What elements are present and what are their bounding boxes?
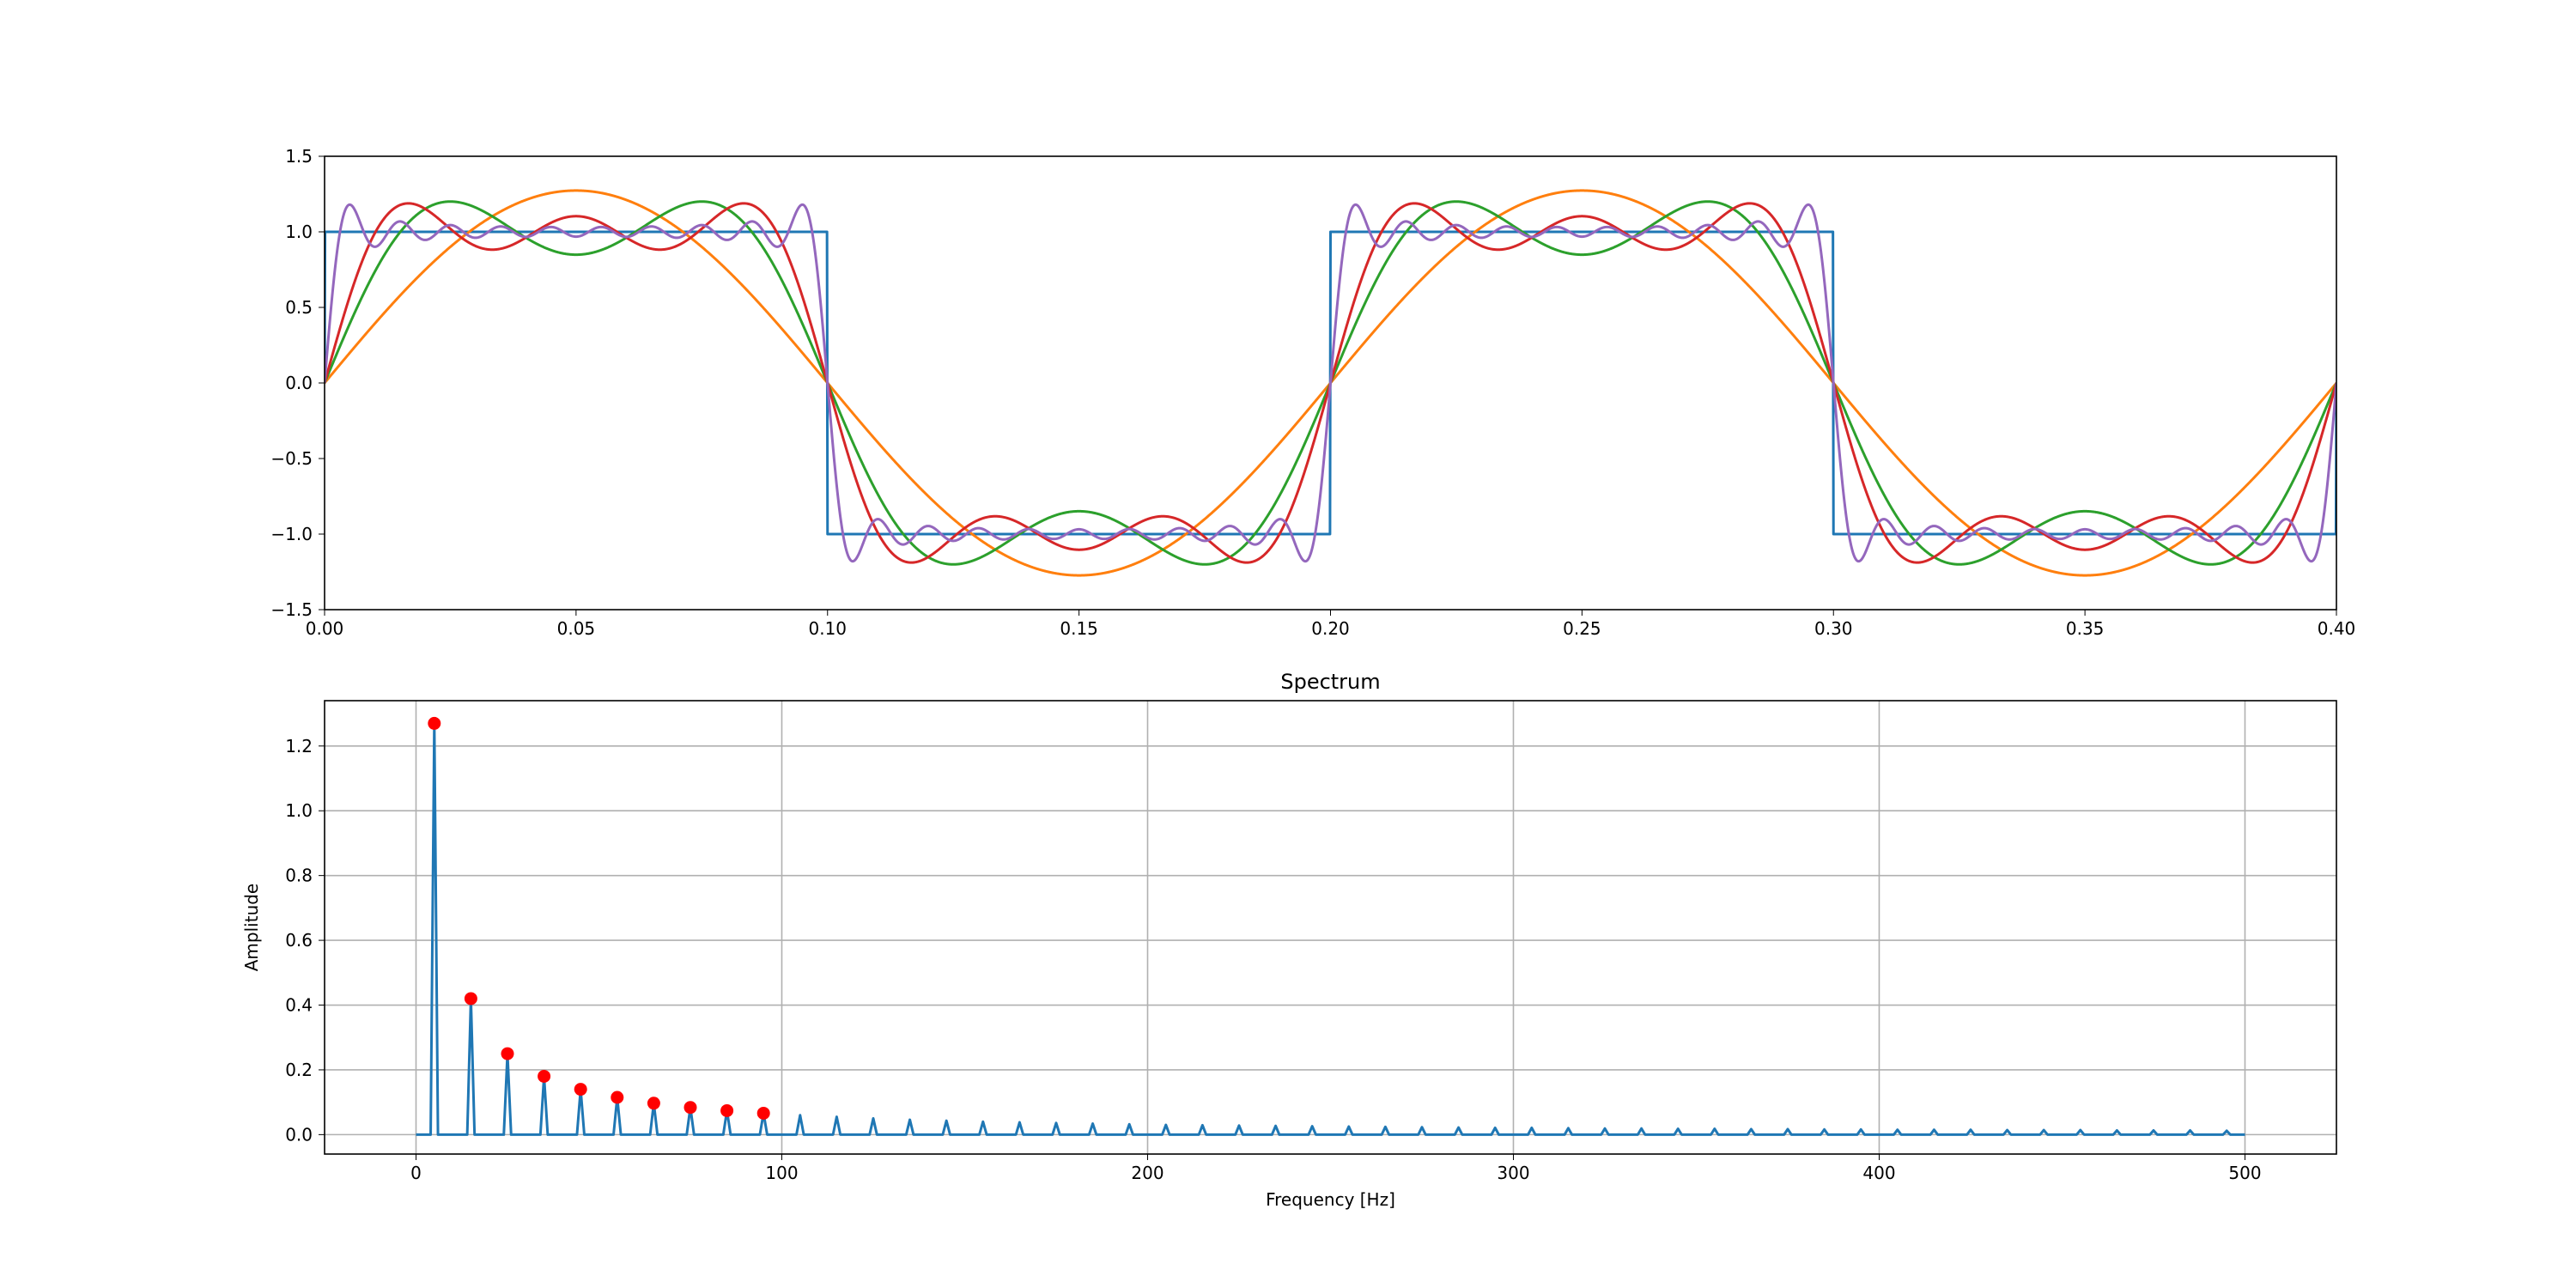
y-tick-label: 0.2 <box>285 1060 313 1080</box>
peak-marker <box>501 1047 514 1060</box>
x-tick-label: 0.20 <box>1311 618 1350 639</box>
y-tick-label: 1.2 <box>285 736 313 756</box>
y-tick-label: 0.6 <box>285 930 313 951</box>
x-tick-label: 500 <box>2228 1163 2261 1183</box>
peak-marker <box>611 1091 624 1104</box>
peak-marker <box>756 1106 770 1120</box>
peak-marker <box>574 1083 587 1097</box>
chart-title: Spectrum <box>1280 670 1380 694</box>
peak-marker <box>428 716 441 730</box>
x-axis-label: Frequency [Hz] <box>1266 1189 1395 1210</box>
peak-marker <box>647 1097 660 1110</box>
x-tick-label: 400 <box>1862 1163 1895 1183</box>
x-tick-label: 0.05 <box>557 618 596 639</box>
waveform-panel: 0.00 0.05 0.10 0.15 0.20 0.25 0.30 0.35 0.40 −1.5… <box>270 146 2355 639</box>
x-tick-label: 200 <box>1131 1163 1163 1183</box>
plot-area <box>416 716 2245 1136</box>
x-tick-label: 0 <box>410 1163 422 1183</box>
axes-frame <box>324 700 2337 1155</box>
x-tick-label: 0.30 <box>1814 618 1853 639</box>
x-tick-label: 300 <box>1497 1163 1529 1183</box>
x-tick-label: 0.25 <box>1563 618 1601 639</box>
plot-area <box>325 189 2336 577</box>
x-tick-label: 0.10 <box>808 618 847 639</box>
x-tick-label: 0.40 <box>2318 618 2356 639</box>
peak-marker <box>683 1101 697 1115</box>
series-line-0 <box>325 230 2336 536</box>
y-tick-label: −0.5 <box>270 448 313 469</box>
y-tick-label: −1.0 <box>270 524 313 544</box>
y-tick-label: −1.5 <box>270 599 313 620</box>
peak-marker <box>464 992 477 1005</box>
y-tick-label: 1.0 <box>285 222 313 242</box>
y-axis-label: Amplitude <box>241 884 262 972</box>
peak-marker <box>538 1069 551 1083</box>
y-tick-label: 0.4 <box>285 995 313 1016</box>
spectrum-panel: 0 100 200 300 400 500 0.0 0.2 0.4 0.6 0.8 1.0 1.2 Spe… <box>241 670 2337 1210</box>
y-tick-label: 0.0 <box>285 1124 313 1145</box>
x-tick-label: 0.35 <box>2066 618 2105 639</box>
y-tick-label: 1.5 <box>285 146 313 167</box>
y-tick-label: 1.0 <box>285 800 313 821</box>
x-tick-label: 0.15 <box>1060 618 1098 639</box>
peak-marker <box>720 1103 734 1117</box>
x-tick-label: 0.00 <box>306 618 344 639</box>
x-tick-label: 100 <box>765 1163 798 1183</box>
series-line-4 <box>325 203 2336 563</box>
y-tick-label: 0.0 <box>285 373 313 393</box>
y-tick-label: 0.8 <box>285 866 313 886</box>
spectrum-line <box>416 721 2245 1136</box>
y-tick-label: 0.5 <box>285 297 313 318</box>
